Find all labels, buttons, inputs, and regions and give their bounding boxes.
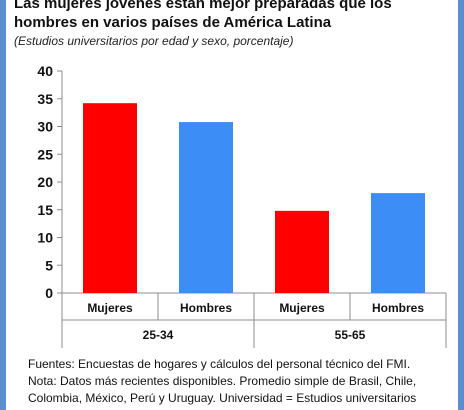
y-tick-label: 25 [37,146,53,162]
sources-note: Fuentes: Encuestas de hogares y cálculos… [28,357,411,371]
x-category-label: Mujeres [279,301,325,315]
bar-chart: 0 5 10 15 20 25 30 35 40 Mujeres Hombres 25-34 Mujer… [37,63,447,348]
x-group-label: 55-65 [335,328,366,342]
data-note-continued: Colombia, México, Perú y Uruguay. Univer… [28,391,417,405]
y-tick-label: 30 [37,119,53,135]
x-category-label: Hombres [372,301,424,315]
x-group-label: 25-34 [143,328,174,342]
chart-notes: Fuentes: Encuestas de hogares y cálculos… [28,356,454,407]
data-note: Nota: Datos más recientes disponibles. P… [28,374,417,388]
chart-subtitle: (Estudios universitarios por edad y sexo… [14,34,294,48]
y-tick-label: 40 [37,63,53,79]
bar-25-34-hombres [179,122,233,293]
x-category-label: Mujeres [87,301,133,315]
bar-55-65-mujeres [275,210,329,293]
y-tick-label: 35 [37,91,53,107]
y-tick-label: 0 [45,285,53,301]
y-tick-label: 15 [37,202,53,218]
y-tick-label: 10 [37,230,53,246]
bar-25-34-mujeres [83,103,137,293]
chart-title: Las mujeres jóvenes están mejor preparad… [14,0,392,31]
bar-55-65-hombres [371,193,425,293]
chart-panel: Las mujeres jóvenes están mejor preparad… [6,0,458,410]
y-tick-label: 5 [45,257,53,273]
x-category-label: Hombres [180,301,232,315]
y-tick-label: 20 [37,174,53,190]
